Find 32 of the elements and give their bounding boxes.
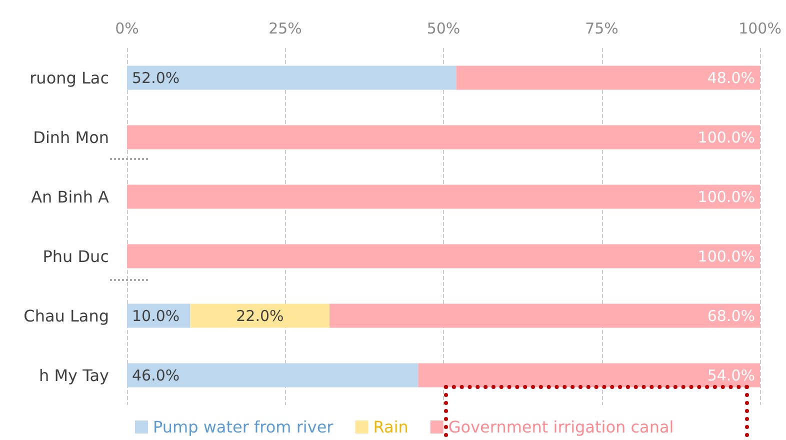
legend-label: Government irrigation canal xyxy=(448,418,674,436)
y-tick-label: Phu Duc xyxy=(42,246,109,266)
legend-label: Rain xyxy=(373,418,408,436)
data-label: 10.0% xyxy=(132,306,180,325)
data-label: 100.0% xyxy=(698,247,755,266)
bar xyxy=(127,125,760,150)
data-label: 68.0% xyxy=(707,306,755,325)
data-label: 52.0% xyxy=(132,68,180,87)
data-label: 100.0% xyxy=(698,128,755,146)
bar xyxy=(127,363,418,388)
x-tick-label: 0% xyxy=(115,20,139,38)
bar xyxy=(127,184,760,209)
bar xyxy=(127,244,760,268)
bar xyxy=(330,304,760,328)
y-tick-label: Chau Lang xyxy=(24,306,109,326)
x-tick-label: 50% xyxy=(426,20,460,38)
x-tick-label: 100% xyxy=(738,20,782,38)
x-tick-label: 25% xyxy=(268,20,302,38)
x-tick-label: 75% xyxy=(585,20,618,38)
y-tick-label: Dinh Mon xyxy=(33,128,109,147)
bar xyxy=(127,66,456,90)
data-label: 48.0% xyxy=(707,68,755,87)
bar xyxy=(456,66,760,90)
data-label: 22.0% xyxy=(236,306,284,325)
data-label: 46.0% xyxy=(132,366,180,384)
y-tick-label: ruong Lac xyxy=(30,68,109,88)
legend-label: Pump water from river xyxy=(153,418,334,436)
data-label: 54.0% xyxy=(707,366,755,384)
data-label: 100.0% xyxy=(698,188,755,206)
y-tick-label: An Binh A xyxy=(31,187,110,206)
bar xyxy=(190,304,330,328)
y-tick-label: h My Tay xyxy=(39,366,109,385)
